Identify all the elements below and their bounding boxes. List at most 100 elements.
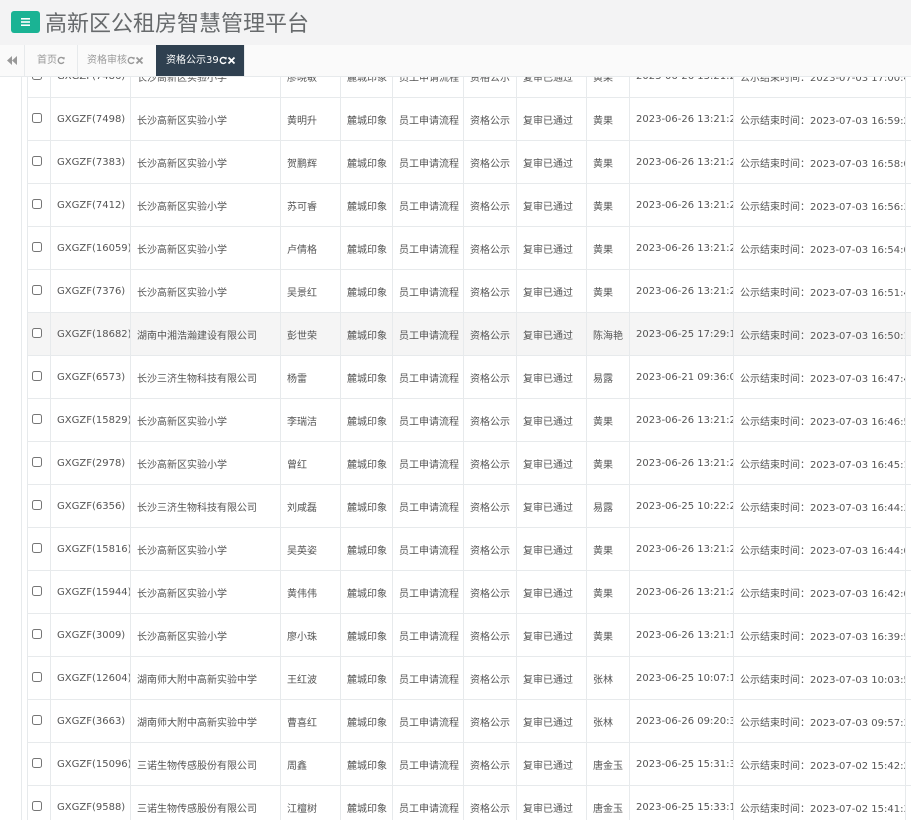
table-cell: 员工申请流程: [392, 785, 464, 820]
table-cell: 湖南师大附中高新实验中学: [130, 656, 281, 700]
table-cell: 长沙高新区实验小学: [130, 183, 281, 227]
row-checkbox[interactable]: [32, 327, 42, 338]
row-checkbox[interactable]: [32, 800, 42, 811]
table-cell: GXGZF(15096): [50, 742, 131, 786]
refresh-icon[interactable]: [57, 56, 65, 65]
checkbox-cell: [27, 785, 51, 820]
table-cell: 2023-06-26 13:21:20: [629, 570, 734, 614]
table-cell: 公示结束时间：2023-07-03 16:45:11: [733, 441, 906, 485]
checkbox-cell: [27, 484, 51, 528]
table-cell: 江檀树: [280, 785, 341, 820]
row-checkbox[interactable]: [32, 112, 42, 123]
table-cell: 长沙高新区实验小学: [130, 269, 281, 313]
table-row: GXGZF(3663) 湖南师大附中高新实验中学 曹喜红 麓城印象 员工申请流程 资格公示…: [27, 699, 911, 743]
table-cell: 公示结束时间：2023-07-02 15:41:35: [733, 785, 906, 820]
close-icon[interactable]: [135, 56, 144, 65]
table-cell: 黄明升: [280, 97, 341, 141]
table-cell: 黄果: [586, 527, 630, 571]
table-cell: 苏可睿: [280, 183, 341, 227]
table-cell: 王红波: [280, 656, 341, 700]
table-cell: 麓城印象: [340, 785, 393, 820]
row-checkbox[interactable]: [32, 585, 42, 596]
row-checkbox[interactable]: [32, 198, 42, 209]
table-cell-empty: [905, 484, 911, 528]
table-cell: 复审已通过: [516, 613, 587, 657]
header: 高新区公租房智慧管理平台: [0, 0, 911, 46]
table-cell: 麓城印象: [340, 699, 393, 743]
tab-bar: 首页 资格审核 资格公示39: [0, 45, 911, 77]
table-cell: 资格公示: [463, 441, 517, 485]
table-cell: 麓城印象: [340, 441, 393, 485]
table-row: GXGZF(7376) 长沙高新区实验小学 吴景红 麓城印象 员工申请流程 资格公示 复审已…: [27, 269, 911, 313]
table-cell: 资格公示: [463, 355, 517, 399]
tab-scroll-left[interactable]: [0, 45, 25, 76]
table-cell: 2023-06-25 15:31:32: [629, 742, 734, 786]
table-cell: 公示结束时间：2023-07-03 16:54:09: [733, 226, 906, 270]
row-checkbox[interactable]: [32, 284, 42, 295]
table-cell: 员工申请流程: [392, 441, 464, 485]
tab-label: 资格审核: [87, 55, 127, 66]
table-cell: 吴英姿: [280, 527, 341, 571]
table-cell-empty: [905, 398, 911, 442]
tab-label: 首页: [37, 55, 57, 66]
tab[interactable]: 资格审核: [77, 45, 157, 76]
table-cell: 黄伟伟: [280, 570, 341, 614]
table-cell-empty: [905, 613, 911, 657]
refresh-icon[interactable]: [219, 56, 227, 65]
table-cell: 资格公示: [463, 97, 517, 141]
table-cell: 员工申请流程: [392, 269, 464, 313]
table-cell: 2023-06-26 13:21:20: [629, 441, 734, 485]
table-cell: GXGZF(3663): [50, 699, 131, 743]
table-cell-empty: [905, 312, 911, 356]
checkbox-cell: [27, 312, 51, 356]
table-cell: GXGZF(7383): [50, 140, 131, 184]
table-cell: 员工申请流程: [392, 484, 464, 528]
close-icon[interactable]: [227, 56, 236, 65]
row-checkbox[interactable]: [32, 456, 42, 467]
table-row: GXGZF(6356) 长沙三济生物科技有限公司 刘咸磊 麓城印象 员工申请流程 资格公示…: [27, 484, 911, 528]
table-cell: 长沙三济生物科技有限公司: [130, 355, 281, 399]
table-cell: GXGZF(7376): [50, 269, 131, 313]
table-cell: 长沙三济生物科技有限公司: [130, 484, 281, 528]
table-cell-empty: [905, 355, 911, 399]
row-checkbox[interactable]: [32, 370, 42, 381]
tab[interactable]: 首页: [27, 45, 78, 76]
table-cell: 2023-06-26 13:21:21: [629, 97, 734, 141]
row-checkbox[interactable]: [32, 542, 42, 553]
table-cell: 复审已通过: [516, 312, 587, 356]
table-cell: 长沙高新区实验小学: [130, 441, 281, 485]
row-checkbox[interactable]: [32, 413, 42, 424]
table-cell: GXGZF(9588): [50, 785, 131, 820]
table-cell: 陈海艳: [586, 312, 630, 356]
row-checkbox[interactable]: [32, 757, 42, 768]
table-cell: 复审已通过: [516, 140, 587, 184]
tab[interactable]: 资格公示39: [156, 45, 245, 76]
menu-button[interactable]: [11, 11, 40, 33]
table-cell: 资格公示: [463, 527, 517, 571]
table-row: GXGZF(9588) 三诺生物传感股份有限公司 江檀树 麓城印象 员工申请流程 资格公示…: [27, 785, 911, 820]
table-cell: GXGZF(15829): [50, 398, 131, 442]
row-checkbox[interactable]: [32, 671, 42, 682]
side-border: [21, 76, 22, 820]
table-cell: 黄果: [586, 613, 630, 657]
row-checkbox[interactable]: [32, 155, 42, 166]
table-cell: 曾红: [280, 441, 341, 485]
table-cell: 黄果: [586, 183, 630, 227]
data-table: GXGZF(7486)长沙高新区实验小学廖晓敏麓城印象员工申请流程资格公示复审已…: [27, 54, 911, 820]
table-cell-empty: [905, 785, 911, 820]
table-cell: 资格公示: [463, 312, 517, 356]
table-cell: 2023-06-26 09:20:33: [629, 699, 734, 743]
table-cell: 黄果: [586, 269, 630, 313]
row-checkbox[interactable]: [32, 714, 42, 725]
table-cell: 张林: [586, 699, 630, 743]
table-cell: 麓城印象: [340, 570, 393, 614]
row-checkbox[interactable]: [32, 499, 42, 510]
table-cell: 黄果: [586, 97, 630, 141]
table-cell: GXGZF(3009): [50, 613, 131, 657]
row-checkbox[interactable]: [32, 628, 42, 639]
table-cell: 杨雷: [280, 355, 341, 399]
table-cell: 资格公示: [463, 269, 517, 313]
row-checkbox[interactable]: [32, 241, 42, 252]
table-cell: 三诺生物传感股份有限公司: [130, 785, 281, 820]
refresh-icon[interactable]: [127, 56, 135, 65]
